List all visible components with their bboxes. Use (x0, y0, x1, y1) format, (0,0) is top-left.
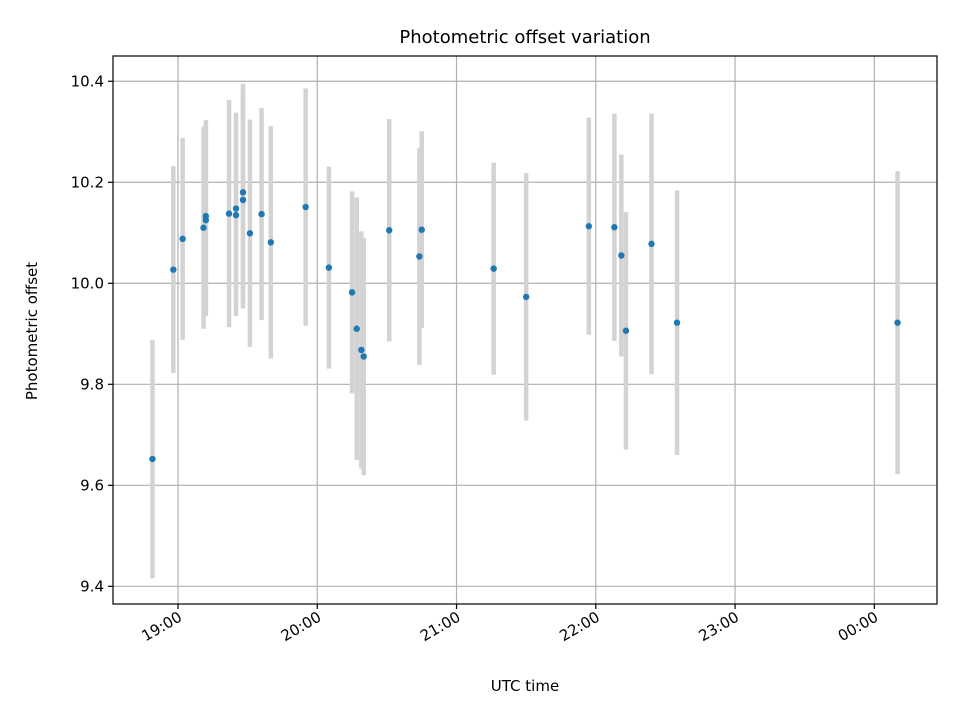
y-tick-label: 10.4 (71, 72, 104, 90)
data-point (179, 235, 186, 243)
data-point (490, 265, 497, 272)
data-point (894, 319, 901, 326)
data-point (585, 223, 593, 230)
data-point (200, 224, 207, 231)
data-point (618, 252, 625, 259)
data-point (648, 240, 655, 248)
plot-frame (112, 55, 938, 605)
data-point (232, 211, 240, 219)
chart-title: Photometric offset variation (399, 27, 650, 48)
data-point (348, 289, 356, 296)
y-axis: 9.4 9.6 9.8 10.0 10.2 10.4 (71, 72, 113, 595)
y-tick-label: 9.6 (80, 476, 104, 494)
data-point (673, 319, 681, 326)
data-point (353, 325, 360, 332)
data-point (267, 239, 275, 246)
data-point (202, 212, 210, 220)
data-point (246, 230, 254, 237)
data-point (239, 196, 247, 204)
data-point (416, 253, 423, 260)
data-point (149, 455, 156, 463)
data-point (170, 266, 177, 273)
y-tick-label: 10.2 (71, 173, 104, 191)
y-tick-label: 9.4 (80, 577, 104, 595)
data-point (239, 189, 247, 196)
data-point (232, 205, 240, 212)
data-point (611, 224, 618, 231)
data-point (622, 327, 630, 334)
data-point (258, 210, 265, 218)
data-point (386, 227, 393, 234)
data-point (358, 346, 365, 354)
y-tick-label: 10.0 (71, 274, 104, 292)
y-axis-title: Photometric offset (23, 262, 41, 400)
data-points (149, 189, 901, 463)
data-point (522, 293, 530, 301)
data-point (225, 210, 233, 217)
data-point (418, 226, 425, 233)
x-axis-title: UTC time (491, 677, 559, 695)
data-point (325, 264, 333, 271)
data-point (360, 353, 367, 360)
y-tick-label: 9.8 (80, 375, 104, 393)
data-point (302, 203, 309, 211)
